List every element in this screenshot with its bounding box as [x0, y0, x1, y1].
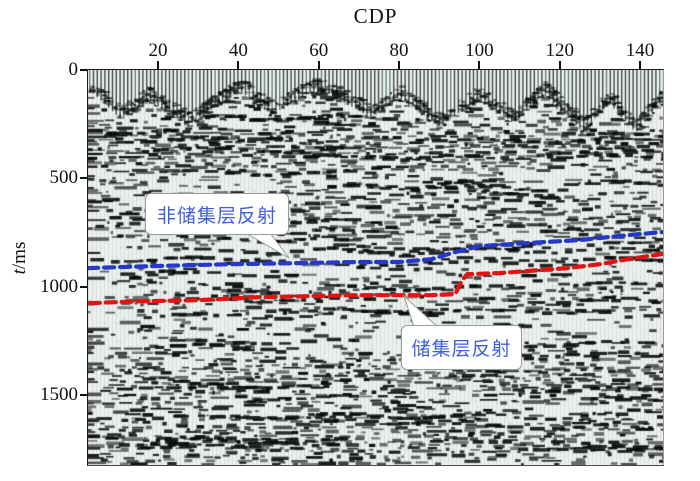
- x-tick-label: 140: [625, 40, 655, 61]
- x-tick-label: 100: [465, 40, 494, 61]
- non-reservoir-horizon-line: [88, 230, 663, 271]
- x-tick-mark: [157, 61, 160, 70]
- y-tick-label: 500: [49, 167, 79, 189]
- reservoir-horizon-line: [88, 251, 663, 306]
- x-tick-mark: [398, 61, 401, 70]
- horizons-overlay: [88, 227, 663, 331]
- y-tick-label: 1500: [40, 384, 78, 406]
- x-tick-mark: [237, 61, 240, 70]
- y-tick-label: 0: [68, 59, 79, 80]
- y-tick-mark: [80, 394, 88, 397]
- y-tick-label: 1000: [40, 275, 78, 297]
- plot-area: 非储集层反射 储集层反射: [87, 69, 664, 466]
- y-tick-mark: [80, 285, 88, 288]
- callout-reservoir-label: 储集层反射: [411, 339, 512, 360]
- y-tick-mark: [80, 177, 88, 180]
- callout-non-reservoir-label: 非储集层反射: [156, 205, 277, 227]
- x-tick-mark: [558, 61, 561, 70]
- plot-title: CDP: [353, 4, 398, 28]
- x-tick-label: 40: [228, 40, 248, 61]
- callout-reservoir: 储集层反射: [401, 325, 522, 370]
- x-tick-label: 120: [545, 40, 574, 61]
- x-tick-label: 20: [148, 40, 168, 61]
- y-tick-mark: [80, 69, 88, 71]
- y-axis-title-symbol: t: [9, 269, 30, 275]
- x-tick-mark: [639, 61, 642, 70]
- x-tick-mark: [317, 61, 320, 70]
- x-tick-label: 60: [309, 40, 329, 61]
- callout-non-reservoir: 非储集层反射: [145, 193, 289, 235]
- y-axis-title-unit: /ms: [9, 241, 30, 270]
- x-tick-mark: [478, 61, 481, 70]
- x-tick-label: 80: [389, 40, 409, 61]
